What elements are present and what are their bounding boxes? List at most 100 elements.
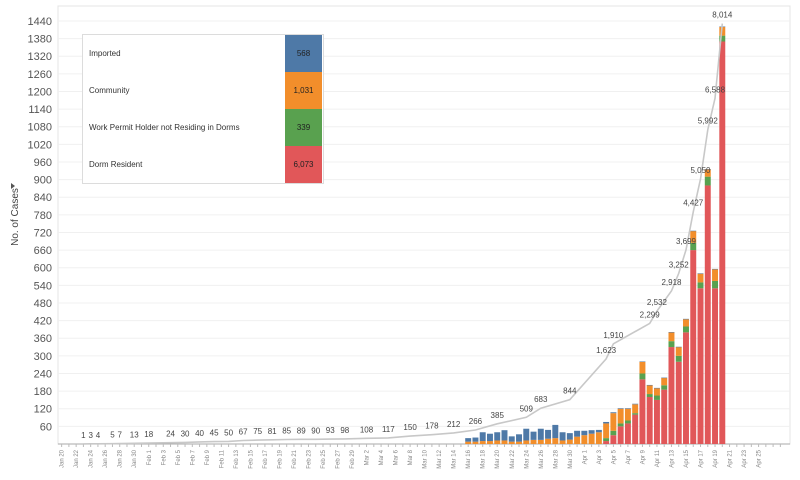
bar-segment: [683, 319, 689, 327]
bar-stack: [581, 430, 588, 444]
x-tick-label: Apr 13: [669, 449, 675, 467]
bar-segment: [639, 361, 646, 362]
bar-segment: [683, 332, 689, 444]
bar-segment: [559, 440, 566, 444]
y-tick-label: 1020: [28, 139, 52, 151]
bar-stack: [545, 429, 552, 444]
bar-stack: [661, 377, 668, 444]
legend-swatch: 1,031: [285, 72, 322, 109]
bar-stack: [559, 432, 566, 444]
cumulative-label: 18: [144, 430, 153, 439]
x-tick-label: Feb 13: [234, 449, 240, 468]
bar-segment: [617, 426, 624, 444]
bar-segment: [704, 185, 711, 444]
cumulative-label: 85: [282, 427, 291, 436]
x-tick-label: Mar 22: [510, 449, 516, 468]
bar-segment: [516, 434, 522, 442]
bar-segment: [501, 440, 508, 444]
x-tick-label: Feb 5: [176, 449, 182, 465]
bar-segment: [712, 288, 719, 444]
legend-swatch: 339: [285, 109, 322, 146]
bar-stack: [653, 387, 660, 444]
y-tick-label: 480: [34, 298, 52, 310]
x-tick-label: Apr 25: [757, 449, 763, 467]
y-tick-label: 780: [34, 210, 52, 222]
bar-segment: [610, 435, 617, 444]
bar-segment: [632, 403, 639, 405]
bar-segment: [697, 273, 704, 274]
x-tick-label: Feb 25: [321, 449, 327, 468]
x-tick-label: Apr 17: [699, 449, 705, 467]
bar-segment: [566, 439, 573, 444]
y-tick-label: 720: [34, 227, 52, 239]
bar-stack: [516, 434, 522, 444]
cumulative-label: 844: [563, 387, 577, 396]
cumulative-label: 30: [181, 429, 190, 438]
bar-stack: [566, 433, 573, 444]
bar-segment: [537, 439, 544, 444]
y-tick-label: 360: [34, 333, 52, 345]
bar-segment: [712, 269, 719, 281]
bar-segment: [661, 385, 668, 390]
y-tick-label: 1200: [28, 86, 52, 98]
bar-stack: [668, 332, 675, 444]
bar-segment: [574, 430, 581, 437]
bar-segment: [646, 384, 653, 386]
y-tick-label: 60: [40, 421, 52, 433]
bar-segment: [595, 429, 602, 433]
cumulative-label: 117: [382, 425, 395, 434]
legend-label: Work Permit Holder not Residing in Dorms: [89, 123, 240, 132]
x-tick-label: Mar 30: [568, 449, 574, 468]
y-axis-label: No. of Cases: [10, 188, 21, 246]
x-tick-label: Mar 20: [495, 449, 501, 468]
x-tick-label: Mar 12: [437, 449, 443, 468]
bar-segment: [566, 433, 573, 440]
bar-segment: [501, 430, 508, 441]
x-tick-label: Feb 11: [219, 449, 225, 468]
sort-icon[interactable]: [11, 183, 15, 189]
y-tick-label: 960: [34, 157, 52, 169]
cumulative-label: 93: [326, 426, 335, 435]
bar-segment: [646, 396, 653, 444]
x-tick-label: Mar 28: [553, 449, 559, 468]
bar-segment: [545, 429, 552, 439]
bar-segment: [617, 423, 624, 427]
bar-segment: [697, 282, 704, 289]
bar-stack: [610, 412, 617, 444]
y-axis: 60 120 180 240 300 360 420 480 540 600 660 720 780 84…: [28, 16, 52, 433]
bar-segment: [479, 432, 486, 442]
bar-segment: [552, 424, 559, 439]
bar-segment: [574, 436, 581, 444]
cumulative-label: 81: [268, 427, 277, 436]
bar-segment: [690, 242, 697, 251]
y-tick-label: 420: [34, 316, 52, 328]
bar-stack: [552, 424, 559, 444]
x-tick-label: Mar 8: [408, 449, 414, 465]
y-tick-label: 600: [34, 263, 52, 275]
x-tick-label: Apr 3: [597, 449, 603, 464]
cumulative-label: 3,252: [669, 260, 690, 269]
bar-segment: [653, 387, 660, 389]
y-tick-label: 180: [34, 386, 52, 398]
bars: [465, 26, 726, 444]
legend-row-dorm-resident: Dorm Resident 6,073: [83, 146, 323, 183]
cumulative-label: 7: [117, 431, 122, 440]
x-tick-label: Feb 7: [190, 449, 196, 465]
x-tick-label: Feb 29: [350, 449, 356, 468]
bar-stack: [486, 433, 493, 444]
bar-stack: [646, 384, 653, 444]
legend-row-imported: Imported 568: [83, 35, 323, 72]
bar-stack: [530, 431, 537, 444]
x-tick-label: Jan 20: [60, 449, 66, 468]
bar-segment: [516, 441, 522, 444]
cumulative-label: 4: [96, 431, 101, 440]
bar-segment: [508, 441, 515, 444]
x-tick-label: Jan 30: [132, 449, 138, 468]
bar-stack: [624, 408, 631, 444]
bar-segment: [661, 389, 668, 444]
legend-row-community: Community 1,031: [83, 72, 323, 109]
x-tick-label: Feb 19: [277, 449, 283, 468]
x-tick-label: Apr 5: [611, 449, 617, 464]
x-tick-label: Mar 24: [524, 449, 530, 468]
